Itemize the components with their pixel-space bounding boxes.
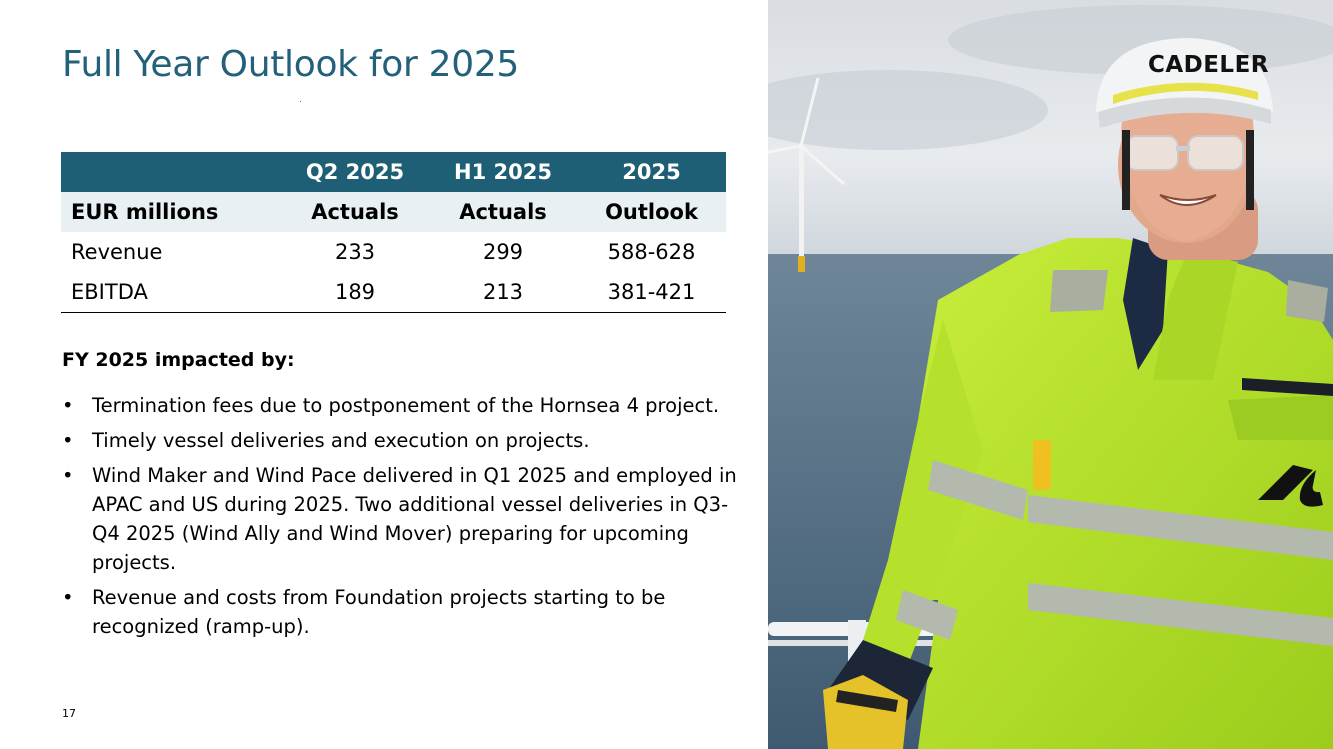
bullet-icon: • [62, 586, 74, 609]
header-cell-actuals-h1: Actuals [429, 192, 577, 232]
list-item-text: Timely vessel deliveries and execution o… [92, 429, 590, 452]
content-panel: Full Year Outlook for 2025 Q2 2025 H1 20… [61, 44, 742, 720]
table-row-revenue: Revenue 233 299 588-628 [61, 232, 726, 272]
cell-q2: 189 [281, 272, 429, 313]
cell-q2: 233 [334, 240, 376, 264]
worker-photo: CADELER [768, 0, 1333, 749]
row-label: EBITDA [61, 272, 281, 313]
worker-head [1096, 38, 1273, 260]
header-cell-empty [61, 152, 281, 192]
wind-turbine-icon [768, 77, 845, 272]
table-row-ebitda: EBITDA 189 213 381-421 [61, 272, 726, 313]
table-header-row-periods: Q2 2025 H1 2025 2025 [61, 152, 726, 192]
list-item-text: Termination fees due to postponement of … [92, 394, 720, 417]
list-item: • Revenue and costs from Foundation proje… [62, 583, 742, 641]
list-item-text: Wind Maker and Wind Pace delivered in Q1… [92, 464, 737, 574]
list-item: • Wind Maker and Wind Pace delivered in Q… [62, 461, 742, 577]
bullet-icon: • [62, 464, 74, 487]
header-cell-h1-2025: H1 2025 [429, 152, 577, 192]
list-item-text: Revenue and costs from Foundation projec… [92, 586, 666, 638]
page-number: 17 [62, 707, 76, 720]
page-title: Full Year Outlook for 2025 [62, 44, 520, 85]
decorative-dot [300, 101, 301, 102]
header-cell-actuals-q2: Actuals [281, 192, 429, 232]
bullet-icon: • [62, 429, 74, 452]
worker-photo-illustration [768, 0, 1333, 749]
impacted-heading: FY 2025 impacted by: [62, 349, 295, 371]
cell-outlook: 381-421 [577, 272, 726, 313]
worker [823, 238, 1333, 749]
impacted-list: • Termination fees due to postponement of… [62, 391, 742, 647]
cell-h1: 213 [429, 272, 577, 313]
header-cell-eur-millions: EUR millions [61, 192, 281, 232]
cell-outlook: 588-628 [607, 240, 696, 264]
row-label: Revenue [71, 240, 163, 264]
header-cell-outlook: Outlook [577, 192, 726, 232]
cell-h1: 299 [482, 240, 524, 264]
table-header-row-types: EUR millions Actuals Actuals Outlook [61, 192, 726, 232]
header-cell-q2-2025: Q2 2025 [281, 152, 429, 192]
list-item: • Termination fees due to postponement of… [62, 391, 742, 420]
bullet-icon: • [62, 394, 74, 417]
header-cell-2025: 2025 [577, 152, 726, 192]
list-item: • Timely vessel deliveries and execution … [62, 426, 742, 455]
cadeler-logo: CADELER [1147, 52, 1269, 78]
outlook-table: Q2 2025 H1 2025 2025 EUR millions Actual… [61, 152, 726, 313]
